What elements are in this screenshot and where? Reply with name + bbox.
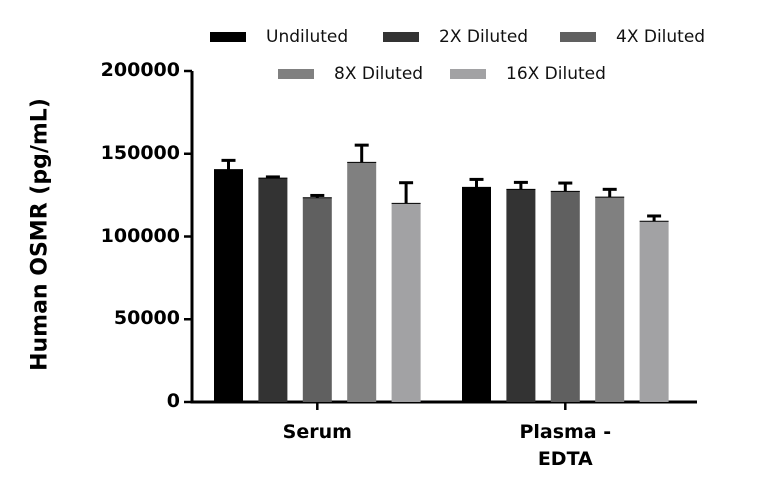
legend-swatch: [560, 32, 596, 42]
bar: [258, 178, 288, 402]
bars: [214, 143, 669, 402]
legend-item: Undiluted: [210, 27, 348, 47]
y-tick-label: 100000: [100, 224, 180, 247]
y-tick-label: 200000: [100, 59, 180, 81]
legend-item: 4X Diluted: [560, 27, 705, 47]
legend-item: 2X Diluted: [383, 27, 528, 47]
legend-label: 4X Diluted: [616, 27, 706, 47]
bar: [550, 191, 580, 402]
bar: [302, 197, 332, 402]
x-category-label: Plasma - EDTA: [519, 421, 612, 470]
bar: [595, 197, 625, 402]
x-category-label: Serum: [282, 421, 352, 443]
legend-swatch: [278, 69, 314, 79]
legend-item: 8X Diluted: [278, 64, 423, 84]
bar: [214, 169, 243, 402]
bar: [391, 203, 421, 402]
y-tick-label: 150000: [100, 141, 180, 164]
legend-swatch: [383, 32, 419, 42]
y-axis-label: Human OSMR (pg/mL): [27, 98, 53, 371]
bar: [462, 187, 491, 402]
legend-item: 16X Diluted: [450, 64, 606, 84]
bar: [506, 189, 536, 402]
bar: [347, 162, 377, 402]
legend-swatch: [210, 32, 246, 42]
bar: [639, 221, 669, 402]
legend-label: 16X Diluted: [506, 64, 606, 84]
y-tick-label: 50000: [113, 307, 180, 330]
legend-label: 2X Diluted: [439, 27, 529, 47]
y-tick-label: 0: [166, 390, 180, 412]
legend-swatch: [450, 69, 486, 79]
legend-label: Undiluted: [266, 27, 349, 47]
legend-label: 8X Diluted: [334, 64, 424, 84]
